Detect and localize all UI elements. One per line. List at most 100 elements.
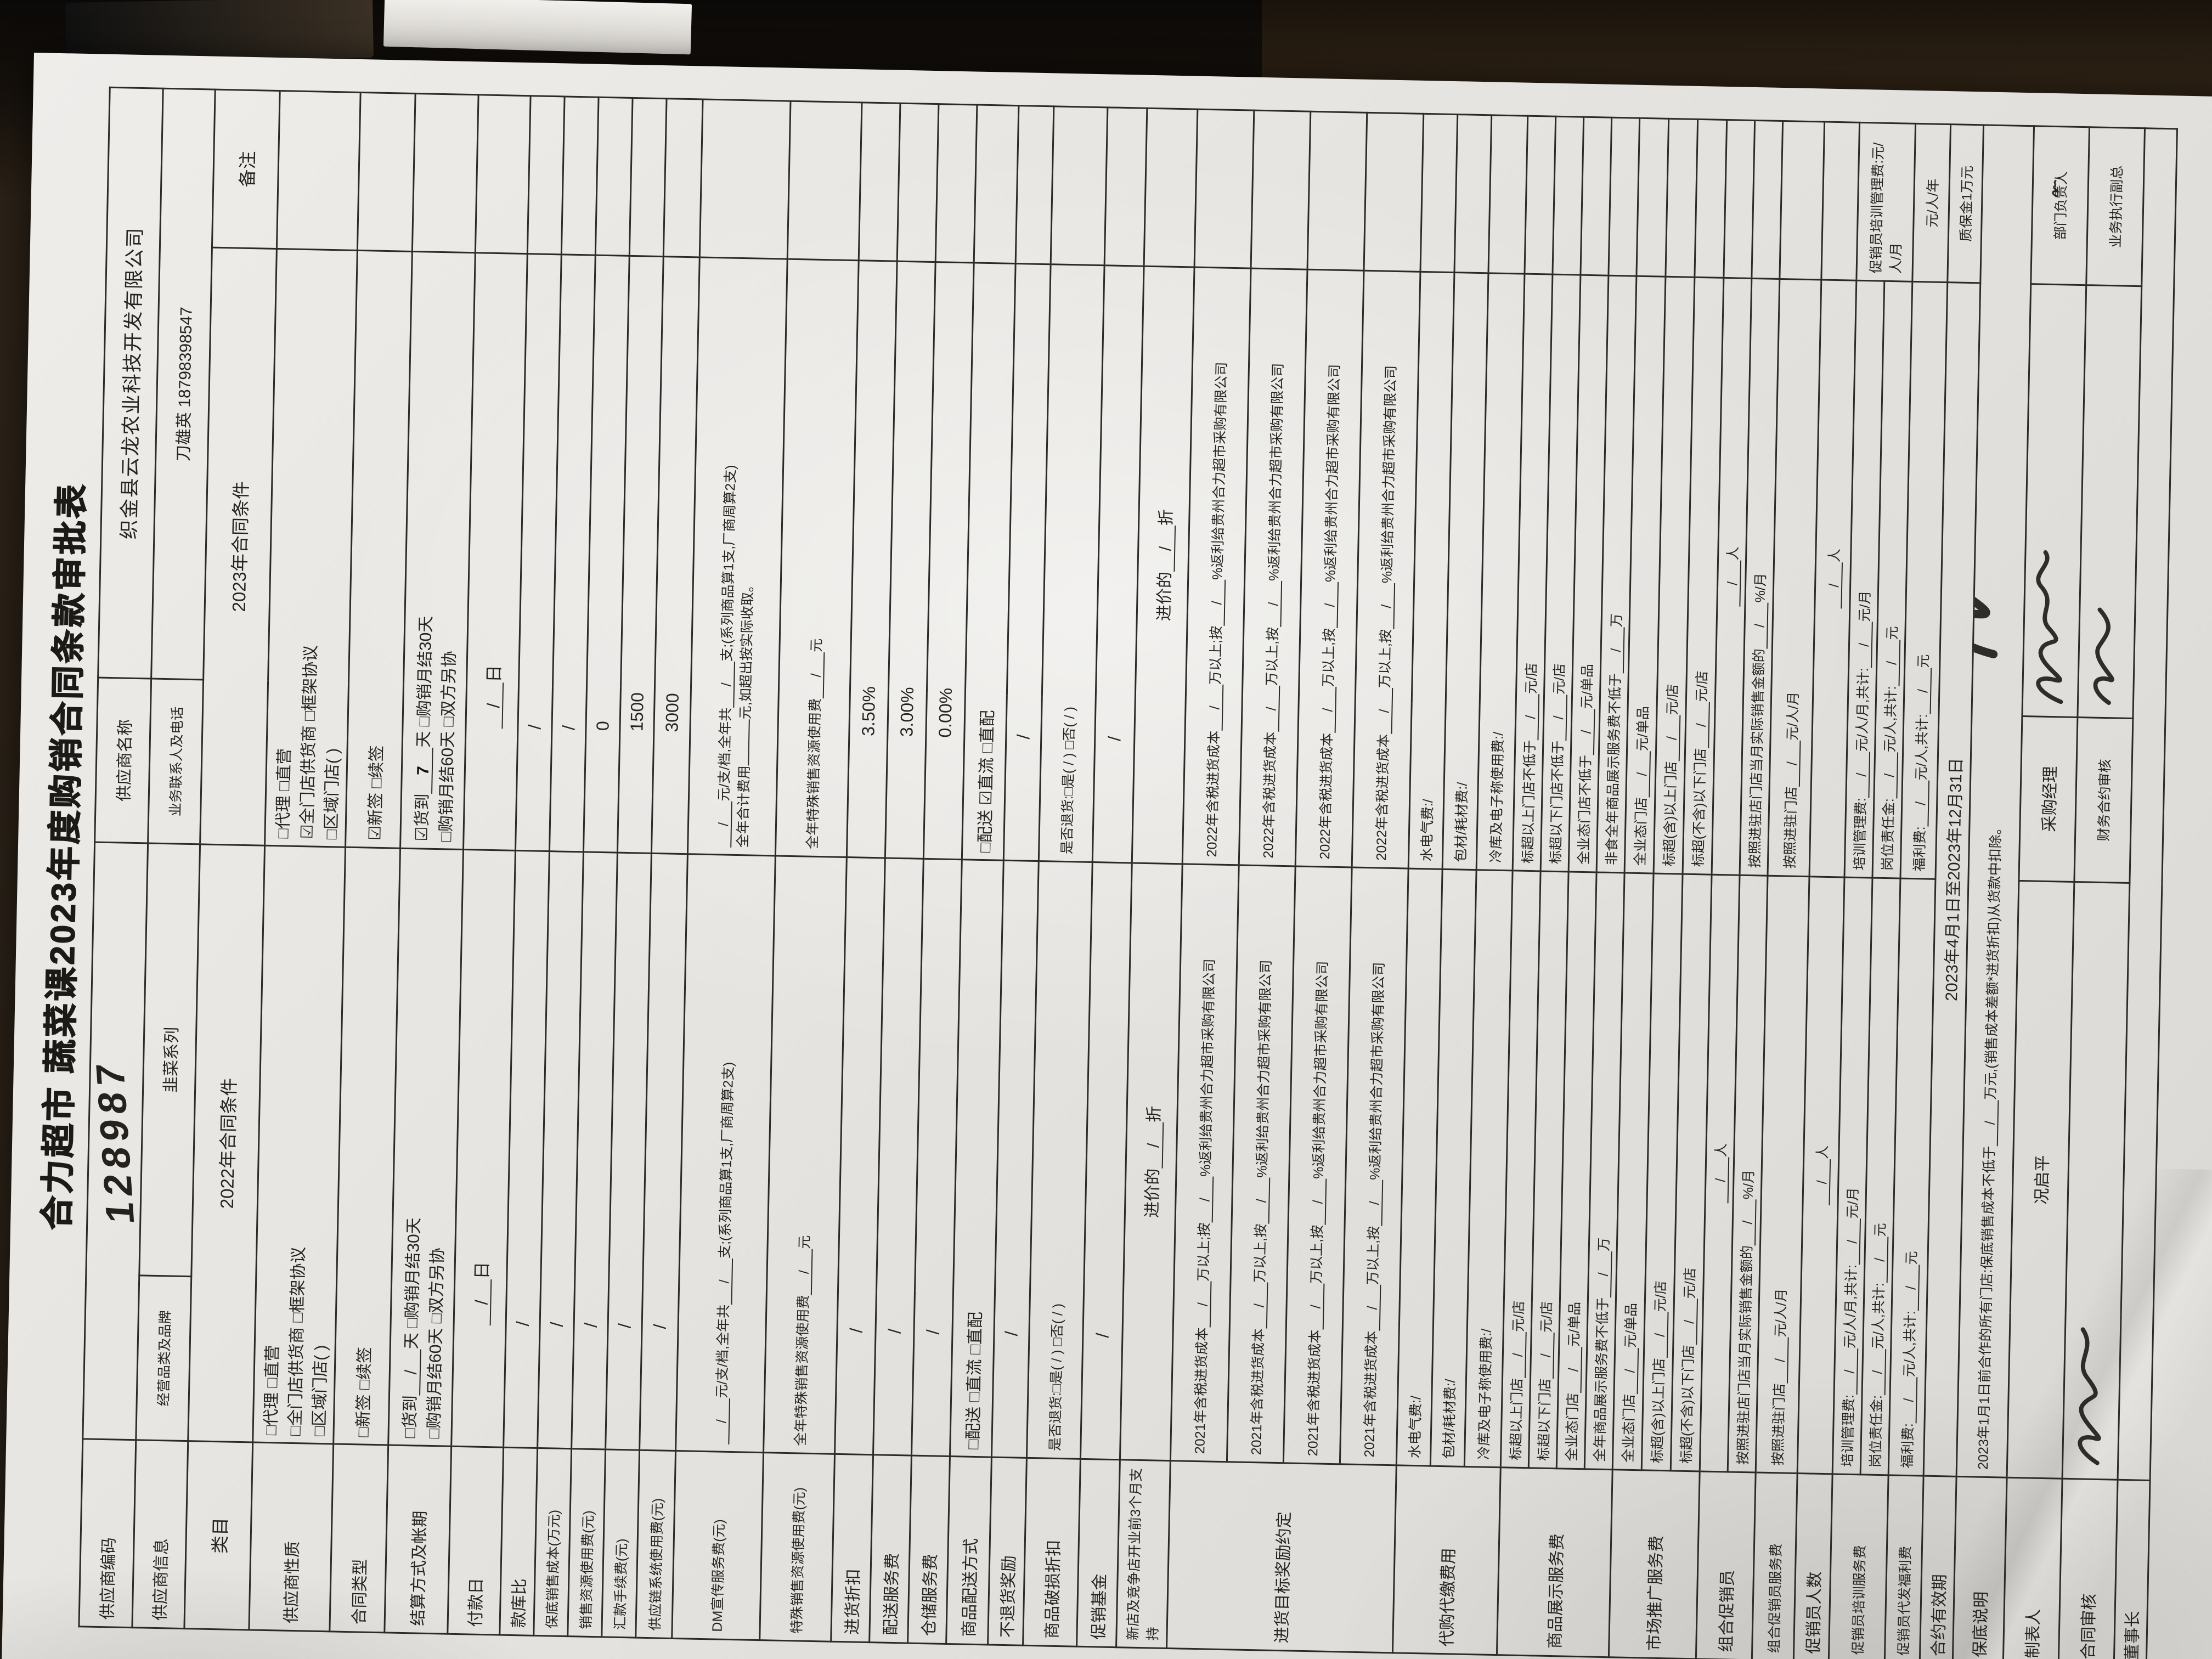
guarantee-note-label: 保底说明 [1953,1476,2007,1659]
fill-in-blank: / [1913,780,1929,827]
fill-in-blank: / [1652,1312,1669,1358]
handwritten-supplier-code: 128987 [87,1057,143,1225]
fill-in-blank: / [716,1258,733,1305]
marketing-fee-label: 市场推广服务费 [1609,1469,1700,1659]
remark-cell [1144,108,1198,268]
promoter-count-label: 促销员人数 [1793,1473,1833,1659]
remark-cell [629,98,667,257]
payment-day-label: 付款日 [447,1446,504,1635]
fill-in-blank: / [1551,694,1568,741]
dm-ad-fee-2023: /元/支/档,全年共/支;(系列商品算1支,厂商周算2支) 全年合计费用 元,如超… [687,257,788,856]
remark-cell [1779,121,1825,280]
display-fee-label: 商品展示服务费 [1497,1467,1613,1657]
contract-type-label: 合同类型 [329,1443,388,1633]
remark-cell [1051,106,1108,266]
contract-validity-remark: 质保金1万元 [1947,124,1984,283]
fill-in-blank: / [1322,582,1339,629]
remark-cell [1454,114,1492,273]
fill-in-blank: / [715,801,732,848]
promo-fund-label: 促销基金 [1076,1459,1120,1647]
signature-wrap [2067,1307,2113,1472]
contact-label: 业务联系人及电话 [148,679,204,844]
training-fee-remark: 促销员培训管理费:元/人/月 [1856,122,1916,282]
dm-ad-fee-2022: /元/支/档,全年共/支;(系列商品算1支,厂商周算2支) [675,854,776,1453]
fill-in-blank: / [1857,622,1873,668]
fill-in-blank: / [1156,525,1176,572]
distribution-mode-label: 商品配送方式 [946,1456,992,1645]
fill-in-blank: / [1579,708,1595,755]
fill-in-blank: / [1263,685,1280,732]
remark-cell [1723,120,1755,279]
remark-cell [595,97,633,256]
fill-in-blank: / [483,682,504,729]
fill-in-blank: / [1209,579,1226,627]
fill-in-blank: / [1772,1337,1789,1384]
remark-cell [699,99,791,259]
background-object [65,0,374,63]
settlement-2022: □货到/天 □购销月结30天 □购销月结60天 □双方另协 [388,848,464,1447]
fill-in-blank: / [1634,751,1651,798]
fill-in-blank: / [1252,1282,1268,1329]
stock-ratio-label: 款库比 [499,1447,538,1636]
fill-in-blank: / [1523,693,1540,741]
remark-cell [412,93,479,253]
remark-cell [787,101,862,261]
fill-in-blank: / [1842,1348,1859,1395]
col-2023-header: 2023年合同条件 [200,247,277,846]
purchasing-manager-label: 采购经理 [2018,716,2078,882]
remark-cell [1015,105,1054,264]
fill-in-blank: / [1254,1177,1271,1224]
fill-in-blank: / [1266,580,1283,628]
finance-contract-review-label: 财务合约审核 [2074,717,2133,883]
supplier-nature-label: 供应商性质 [249,1442,334,1632]
fill-in-blank: / [1596,1251,1612,1298]
agency-fees-label: 代购代缴费用 [1392,1465,1501,1655]
fill-in-blank: / [719,661,735,708]
sales-resource-fee-label: 销售资源使用费(元) [567,1448,606,1637]
remark-cell [276,91,361,251]
fill-in-blank: / [1740,1199,1757,1246]
fill-in-blank: / [1367,1180,1384,1227]
fill-in-blank: / [714,1398,730,1444]
scm-system-fee-label: 供应链系统使用费(元) [635,1450,676,1639]
business-vp-label: 业务执行副总 [2086,127,2145,286]
fill-in-blank: / [1844,1218,1861,1265]
supplier-nature-2023: □代理 □直营 ☑全门店供货商 □框架协议 □区域门店( ) [264,249,358,848]
handwritten-signature [2052,179,2058,198]
fill-in-blank: / [1901,1376,1917,1424]
storage-fee-label: 仓储服务费 [907,1455,950,1644]
purchase-target-reward-label: 进货目标奖励约定 [1166,1460,1397,1653]
signature-wrap [2047,132,2068,198]
handwritten-signature [2036,550,2063,704]
contract-review-label: 合同审核 [2058,1479,2118,1659]
remark-cell [859,102,900,262]
new-store-support-label: 新店及竞争店开业前3个月支持 [1116,1459,1171,1649]
supplier-name-label: 供应商名称 [94,678,151,843]
fill-in-blank: / [1538,1332,1555,1379]
remark-cell [1251,110,1311,270]
remark-cell [1694,119,1727,278]
fill-in-blank: / [1882,752,1899,799]
damage-discount-label: 商品破损折扣 [1023,1458,1081,1647]
category-header: 类目 [184,1441,253,1630]
fill-in-blank: / [1814,1159,1831,1206]
fill-in-blank: / [1609,627,1625,674]
fill-in-blank: / [1664,715,1681,761]
remark-cell [1665,119,1698,278]
fill-in-blank: / [1694,702,1710,748]
fill-in-blank: / [1681,1299,1699,1345]
purchase-discount-label: 进货折扣 [831,1454,873,1643]
fill-in-blank: / [1903,1265,1920,1311]
remark-cell [663,98,703,257]
supplier-code-label: 供应商编码 [78,1438,136,1628]
fill-in-blank: / [471,1279,492,1326]
remark-cell [1420,114,1458,273]
fill-in-blank: / [1207,684,1224,731]
remark-cell [897,103,939,262]
remark-cell [974,104,1019,264]
fill-in-blank: / [1510,1331,1527,1379]
approval-form-table: 供应商编码 128987 供应商名称 织金县云龙农业科技开发有限公司 供应商信息 经营品类… [78,87,2178,1659]
remark-cell [1608,117,1640,276]
purchasing-manager-signature [2022,284,2086,718]
fill-in-blank: / [1310,1178,1327,1226]
